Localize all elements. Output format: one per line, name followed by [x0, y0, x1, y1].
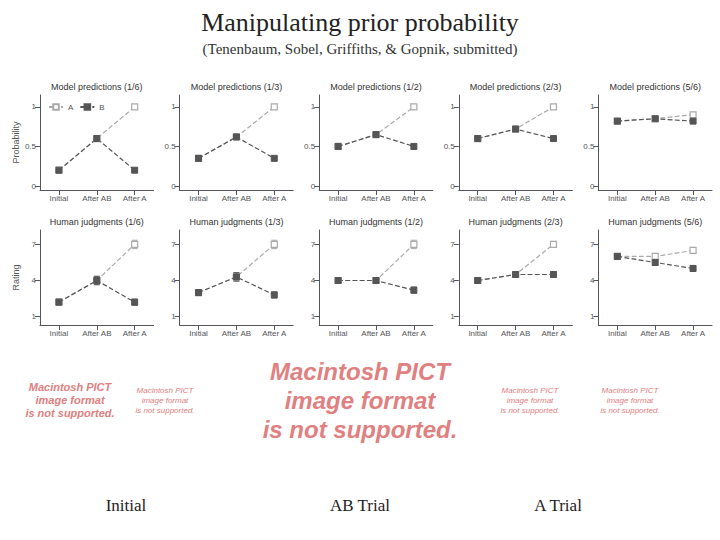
svg-text:is not supported.: is not supported. — [600, 406, 659, 415]
svg-text:image format: image format — [285, 387, 437, 414]
svg-text:(Tenenbaum, Sobel, Griffiths,: (Tenenbaum, Sobel, Griffiths, & Gopnik, … — [203, 41, 518, 58]
svg-text:4: 4 — [311, 276, 316, 285]
svg-text:7: 7 — [171, 240, 176, 249]
svg-text:After A: After A — [541, 329, 566, 338]
svg-text:7: 7 — [450, 240, 455, 249]
svg-text:Initial: Initial — [329, 329, 348, 338]
svg-text:After AB: After AB — [361, 194, 390, 203]
svg-text:image format: image format — [142, 396, 189, 405]
svg-text:Model predictions (1/3): Model predictions (1/3) — [191, 82, 283, 92]
svg-text:After AB: After AB — [641, 329, 670, 338]
svg-text:Initial: Initial — [189, 194, 208, 203]
svg-text:1: 1 — [32, 312, 37, 321]
svg-text:After AB: After AB — [361, 329, 390, 338]
svg-text:Initial: Initial — [468, 329, 487, 338]
svg-text:Model predictions (5/6): Model predictions (5/6) — [609, 82, 701, 92]
svg-text:Macintosh PICT: Macintosh PICT — [29, 381, 113, 393]
svg-text:Human judgments (1/3): Human judgments (1/3) — [189, 217, 283, 227]
svg-text:Initial: Initial — [468, 194, 487, 203]
svg-text:Initial: Initial — [189, 329, 208, 338]
svg-text:Initial: Initial — [50, 194, 69, 203]
svg-text:A: A — [68, 103, 74, 112]
svg-text:is not supported.: is not supported. — [135, 406, 194, 415]
svg-text:Initial: Initial — [608, 194, 627, 203]
svg-text:After A: After A — [402, 329, 427, 338]
svg-text:Model predictions (1/2): Model predictions (1/2) — [330, 82, 422, 92]
svg-text:Initial: Initial — [608, 329, 627, 338]
svg-text:0.5: 0.5 — [583, 142, 595, 151]
svg-text:Manipulating prior probability: Manipulating prior probability — [201, 8, 519, 37]
svg-text:0: 0 — [311, 182, 316, 191]
svg-text:Model predictions (2/3): Model predictions (2/3) — [470, 82, 562, 92]
svg-text:After AB: After AB — [82, 194, 111, 203]
svg-text:After AB: After AB — [222, 329, 251, 338]
svg-text:Initial: Initial — [329, 194, 348, 203]
svg-text:After AB: After AB — [222, 194, 251, 203]
svg-text:is not supported.: is not supported. — [25, 407, 114, 419]
svg-text:image format: image format — [35, 394, 105, 406]
svg-text:0: 0 — [32, 182, 37, 191]
svg-text:1: 1 — [450, 312, 455, 321]
svg-text:1: 1 — [311, 312, 316, 321]
svg-text:Human judgments (2/3): Human judgments (2/3) — [469, 217, 563, 227]
svg-text:After A: After A — [262, 194, 287, 203]
svg-text:After A: After A — [681, 194, 706, 203]
svg-text:AB Trial: AB Trial — [330, 496, 390, 515]
svg-text:Macintosh PICT: Macintosh PICT — [137, 386, 195, 395]
svg-text:is not supported.: is not supported. — [263, 416, 458, 443]
svg-text:image format: image format — [507, 396, 554, 405]
svg-text:After A: After A — [262, 329, 287, 338]
svg-text:1: 1 — [590, 312, 595, 321]
svg-text:image format: image format — [607, 396, 654, 405]
svg-text:After A: After A — [681, 329, 706, 338]
svg-text:0: 0 — [590, 182, 595, 191]
svg-text:After A: After A — [123, 194, 148, 203]
svg-text:Human judgments (1/2): Human judgments (1/2) — [329, 217, 423, 227]
svg-text:After AB: After AB — [501, 194, 530, 203]
svg-text:After AB: After AB — [501, 329, 530, 338]
svg-text:1: 1 — [450, 102, 455, 111]
svg-text:Human judgments (1/6): Human judgments (1/6) — [50, 217, 144, 227]
svg-text:is not supported.: is not supported. — [500, 406, 559, 415]
svg-text:After AB: After AB — [82, 329, 111, 338]
svg-text:4: 4 — [171, 276, 176, 285]
svg-text:After A: After A — [402, 194, 427, 203]
svg-text:0: 0 — [450, 182, 455, 191]
svg-text:After AB: After AB — [641, 194, 670, 203]
svg-text:Macintosh PICT: Macintosh PICT — [602, 386, 660, 395]
svg-text:0.5: 0.5 — [304, 142, 316, 151]
svg-text:After A: After A — [123, 329, 148, 338]
svg-text:Rating: Rating — [11, 264, 21, 290]
svg-text:After A: After A — [541, 194, 566, 203]
svg-text:0.5: 0.5 — [25, 142, 37, 151]
svg-text:Initial: Initial — [50, 329, 69, 338]
svg-text:4: 4 — [450, 276, 455, 285]
svg-text:0: 0 — [171, 182, 176, 191]
svg-text:0.5: 0.5 — [444, 142, 456, 151]
svg-text:7: 7 — [590, 240, 595, 249]
svg-text:Human judgments (5/6): Human judgments (5/6) — [608, 217, 702, 227]
svg-text:Initial: Initial — [106, 496, 147, 515]
svg-text:1: 1 — [32, 102, 37, 111]
svg-text:A Trial: A Trial — [534, 496, 582, 515]
svg-text:0.5: 0.5 — [164, 142, 176, 151]
svg-text:1: 1 — [590, 102, 595, 111]
svg-text:7: 7 — [32, 240, 37, 249]
svg-text:Macintosh PICT: Macintosh PICT — [502, 386, 560, 395]
svg-text:4: 4 — [32, 276, 37, 285]
svg-text:B: B — [99, 103, 104, 112]
svg-text:1: 1 — [171, 312, 176, 321]
svg-text:Macintosh PICT: Macintosh PICT — [270, 358, 452, 385]
svg-text:4: 4 — [590, 276, 595, 285]
svg-text:1: 1 — [171, 102, 176, 111]
svg-text:Model predictions (1/6): Model predictions (1/6) — [51, 82, 143, 92]
svg-text:7: 7 — [311, 240, 316, 249]
svg-text:1: 1 — [311, 102, 316, 111]
svg-text:Probability: Probability — [11, 121, 21, 164]
